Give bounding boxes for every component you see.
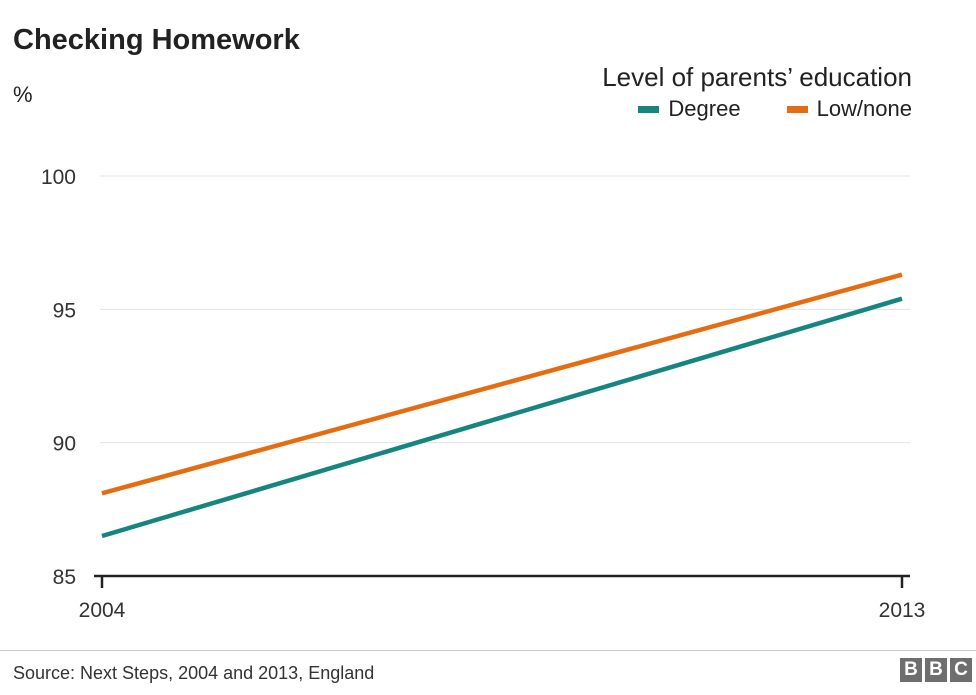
series-line-degree xyxy=(101,296,903,539)
footer: Source: Next Steps, 2004 and 2013, Engla… xyxy=(0,650,976,695)
bbc-logo-letter: B xyxy=(900,658,922,682)
legend-label-low-none: Low/none xyxy=(816,96,912,121)
y-tick-label: 95 xyxy=(53,299,76,322)
bbc-logo: B B C xyxy=(897,658,972,682)
legend-title: Level of parents’ education xyxy=(602,62,912,92)
legend-item-low-none: Low/none xyxy=(786,96,912,122)
bbc-logo-letter: B xyxy=(925,658,947,682)
legend-swatch-degree xyxy=(638,105,660,113)
bbc-logo-letter: C xyxy=(950,658,972,682)
series-line-low-none xyxy=(101,272,903,496)
legend: Degree Low/none xyxy=(638,96,912,122)
x-tick-label: 2013 xyxy=(879,599,926,622)
y-tick-label: 100 xyxy=(41,166,76,189)
legend-item-degree: Degree xyxy=(638,96,741,122)
x-tick-label: 2004 xyxy=(79,599,126,622)
chart-title: Checking Homework xyxy=(13,24,300,56)
legend-label-degree: Degree xyxy=(668,96,741,121)
y-axis-unit-label: % xyxy=(13,82,33,107)
source-note: Source: Next Steps, 2004 and 2013, Engla… xyxy=(13,663,375,683)
legend-swatch-low-none xyxy=(786,105,808,113)
y-tick-label: 90 xyxy=(53,433,76,456)
y-tick-label: 85 xyxy=(53,566,76,589)
